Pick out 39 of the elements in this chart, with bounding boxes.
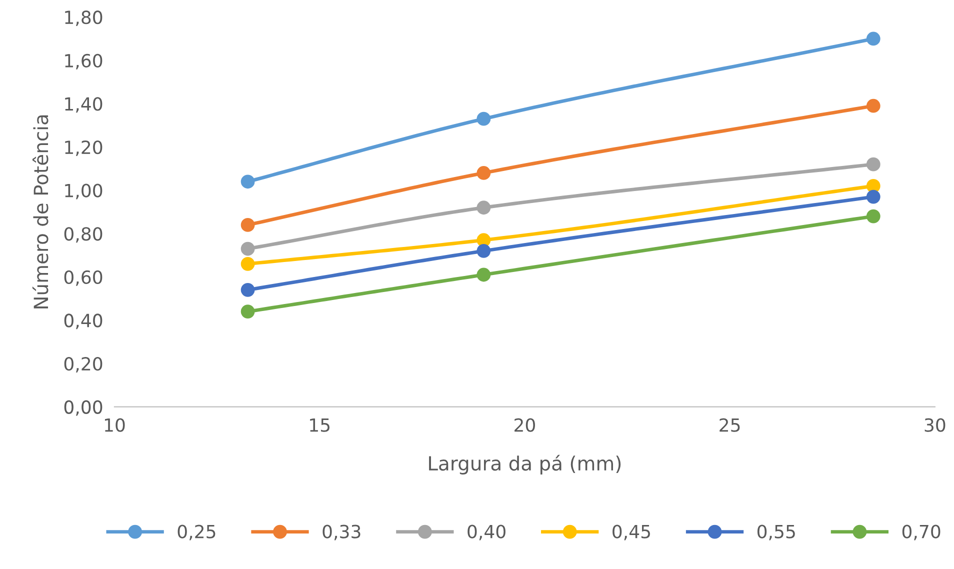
point	[240, 256, 255, 271]
y-tick-label: 0,60	[64, 270, 102, 286]
y-axis-title: Número de Potência	[32, 115, 48, 308]
point	[476, 112, 491, 126]
y-tick-label: 0,20	[64, 356, 102, 372]
point	[240, 218, 255, 232]
point	[866, 157, 880, 172]
y-tick-label: 1,60	[65, 54, 102, 70]
point	[476, 244, 491, 258]
point	[240, 304, 255, 319]
point	[240, 174, 255, 189]
point	[866, 32, 880, 46]
y-tick-label: 1,20	[65, 140, 102, 156]
point	[866, 98, 880, 113]
point	[476, 200, 491, 215]
legend-label: 0,45	[612, 524, 650, 540]
y-tick-label: 1,40	[65, 97, 102, 113]
x-tick-label: 15	[310, 418, 330, 432]
y-tick-label: 0,40	[64, 314, 102, 330]
x-axis-title: Largura da pá (mm)	[429, 454, 621, 474]
point	[866, 209, 880, 224]
legend-label: 0,25	[178, 524, 216, 540]
legend-label: 0,55	[757, 524, 795, 540]
legend-label: 0,33	[322, 524, 360, 540]
legend-label: 0,40	[468, 524, 506, 540]
x-tick-label: 30	[924, 418, 946, 432]
legend-label: 0,70	[902, 524, 940, 540]
point	[240, 242, 255, 256]
y-tick-label: 0,00	[64, 400, 102, 416]
y-tick-label: 1,00	[65, 184, 102, 200]
point	[476, 268, 491, 282]
x-tick-label: 25	[720, 418, 740, 432]
y-tick-label: 0,80	[64, 227, 102, 243]
x-tick-label: 10	[104, 418, 125, 432]
point	[866, 190, 880, 204]
y-tick-label: 1,80	[65, 10, 102, 26]
point	[240, 282, 255, 297]
x-tick-label: 20	[514, 418, 535, 432]
point	[476, 166, 491, 180]
